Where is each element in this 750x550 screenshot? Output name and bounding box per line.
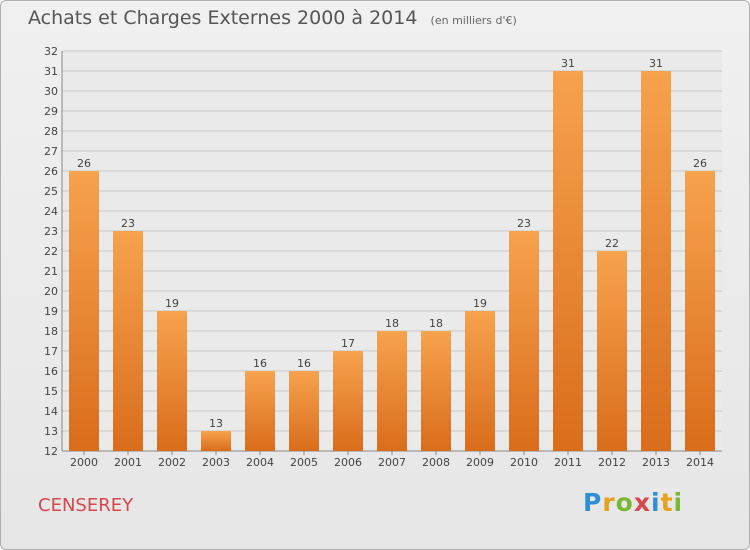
bar [421, 331, 451, 451]
bar-value-label: 16 [253, 357, 267, 370]
bar [245, 371, 275, 451]
y-tick-label: 12 [44, 445, 58, 458]
y-tick-label: 32 [44, 45, 58, 58]
x-tick-label: 2008 [422, 456, 450, 469]
proxiti-logo: Proxiti [583, 488, 684, 517]
bar-value-label: 18 [385, 317, 399, 330]
bar [289, 371, 319, 451]
y-tick-label: 24 [44, 205, 58, 218]
y-tick-label: 13 [44, 425, 58, 438]
bar [641, 71, 671, 451]
y-tick-label: 14 [44, 405, 58, 418]
bar [333, 351, 363, 451]
chart-header: Achats et Charges Externes 2000 à 2014 (… [28, 7, 517, 29]
y-tick-label: 22 [44, 245, 58, 258]
y-tick-label: 27 [44, 145, 58, 158]
y-tick-label: 31 [44, 65, 58, 78]
x-tick-label: 2005 [290, 456, 318, 469]
x-tick-label: 2007 [378, 456, 406, 469]
bar-value-label: 13 [209, 417, 223, 430]
x-tick-label: 2014 [686, 456, 714, 469]
bar-value-label: 19 [473, 297, 487, 310]
x-tick-label: 2004 [246, 456, 274, 469]
x-tick-label: 2010 [510, 456, 538, 469]
x-tick-label: 2013 [642, 456, 670, 469]
bar [597, 251, 627, 451]
bar [157, 311, 187, 451]
bar [685, 171, 715, 451]
bar [509, 231, 539, 451]
town-name: CENSEREY [38, 495, 134, 516]
bar [553, 71, 583, 451]
chart-title: Achats et Charges Externes 2000 à 2014 [28, 7, 418, 29]
y-tick-label: 17 [44, 345, 58, 358]
bar-value-label: 19 [165, 297, 179, 310]
y-tick-label: 26 [44, 165, 58, 178]
y-tick-label: 21 [44, 265, 58, 278]
x-tick-label: 2002 [158, 456, 186, 469]
y-tick-label: 23 [44, 225, 58, 238]
bar [465, 311, 495, 451]
y-tick-label: 20 [44, 285, 58, 298]
bar [377, 331, 407, 451]
y-tick-label: 15 [44, 385, 58, 398]
y-tick-label: 19 [44, 305, 58, 318]
x-tick-label: 2012 [598, 456, 626, 469]
y-tick-label: 28 [44, 125, 58, 138]
x-tick-label: 2001 [114, 456, 142, 469]
x-tick-label: 2009 [466, 456, 494, 469]
bar [69, 171, 99, 451]
bar [201, 431, 231, 451]
x-tick-label: 2000 [70, 456, 98, 469]
bar-value-label: 23 [517, 217, 531, 230]
bar-value-label: 26 [693, 157, 707, 170]
y-tick-label: 30 [44, 85, 58, 98]
bar-value-label: 31 [649, 57, 663, 70]
x-tick-label: 2006 [334, 456, 362, 469]
bar [113, 231, 143, 451]
y-tick-label: 25 [44, 185, 58, 198]
chart-unit: (en milliers d'€) [430, 14, 517, 27]
bar-value-label: 16 [297, 357, 311, 370]
bar-value-label: 26 [77, 157, 91, 170]
y-tick-label: 18 [44, 325, 58, 338]
y-tick-label: 29 [44, 105, 58, 118]
x-tick-label: 2003 [202, 456, 230, 469]
x-tick-label: 2011 [554, 456, 582, 469]
bar-value-label: 22 [605, 237, 619, 250]
bar-value-label: 18 [429, 317, 443, 330]
bar-value-label: 23 [121, 217, 135, 230]
y-tick-label: 16 [44, 365, 58, 378]
bar-value-label: 31 [561, 57, 575, 70]
bar-value-label: 17 [341, 337, 355, 350]
